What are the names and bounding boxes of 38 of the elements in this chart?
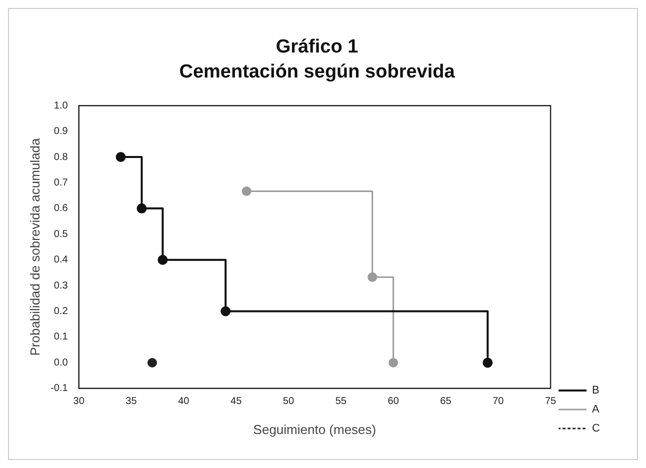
y-tick-label: 0.9	[54, 126, 68, 138]
legend-label: C	[592, 422, 600, 435]
x-tick-label: 30	[73, 396, 85, 408]
y-axis-title: Probabilidad de sobrevida acumulada	[27, 137, 42, 356]
point	[158, 254, 168, 265]
x-tick-label: 50	[282, 396, 294, 408]
point	[116, 152, 126, 162]
y-tick-label: 0.0	[54, 357, 68, 368]
y-tick-label: 0.6	[54, 203, 68, 214]
x-tick-label: 65	[440, 396, 452, 408]
x-tick-label: 70	[492, 396, 504, 408]
chart-title: Gráfico 1	[276, 36, 359, 58]
x-tick-label: 40	[178, 396, 190, 408]
y-tick-label: -0.1	[50, 383, 68, 394]
point	[147, 358, 157, 368]
point	[368, 272, 378, 282]
y-tick-label: 0.4	[54, 254, 68, 266]
x-tick-label: 60	[388, 396, 400, 408]
y-tick-label: 0.2	[54, 306, 68, 318]
point	[482, 358, 493, 368]
point	[388, 358, 398, 368]
y-tick-label: 0.7	[54, 177, 68, 188]
point	[136, 203, 147, 214]
y-tick-label: 0.3	[54, 280, 68, 292]
point	[220, 306, 231, 316]
chart-subtitle: Cementación según sobrevida	[179, 61, 456, 82]
legend-label: A	[592, 404, 600, 416]
x-tick-label: 75	[544, 396, 557, 408]
y-tick-label: 0.1	[54, 332, 68, 343]
x-tick-label: 45	[230, 396, 242, 408]
y-tick-label: 0.5	[54, 228, 68, 240]
y-tick-label: 0.8	[54, 152, 68, 163]
x-axis-title: Seguimiento (meses)	[253, 422, 376, 437]
y-tick-label: 1.0	[54, 100, 68, 112]
point	[242, 186, 252, 196]
x-tick-label: 35	[126, 396, 138, 408]
legend-label: B	[592, 384, 600, 397]
x-tick-label: 55	[335, 396, 347, 408]
